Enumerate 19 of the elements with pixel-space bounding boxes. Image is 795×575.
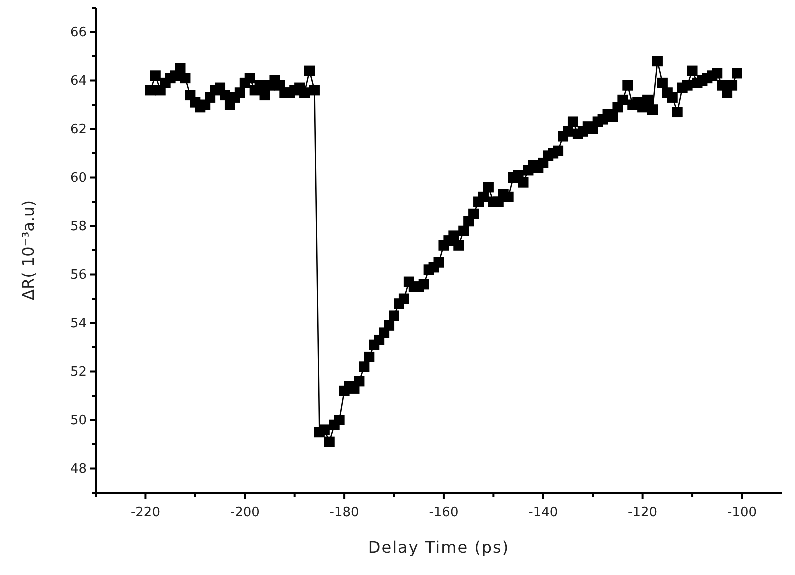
x-tick-label: -200 — [230, 505, 260, 520]
y-tick-label: 58 — [70, 219, 87, 234]
x-tick-label: -180 — [330, 505, 360, 520]
y-tick-label: 50 — [70, 413, 87, 428]
y-tick-label: 60 — [70, 170, 87, 186]
x-tick-label: -140 — [528, 505, 558, 520]
x-tick-label: -160 — [429, 505, 459, 520]
x-axis-title: Delay Time (ps) — [368, 538, 510, 557]
y-tick-label: 66 — [70, 25, 87, 40]
y-tick-label: 52 — [70, 364, 87, 380]
x-tick-label: -220 — [130, 505, 160, 520]
x-tick-label: -100 — [727, 505, 757, 520]
y-tick-label: 48 — [70, 462, 87, 477]
y-axis-title: ΔR( 10⁻³a.u) — [19, 200, 38, 300]
y-tick-label: 56 — [70, 268, 87, 283]
y-tick-label: 54 — [70, 316, 87, 332]
y-tick-label: 64 — [70, 74, 87, 89]
y-tick-label: 62 — [70, 122, 87, 138]
x-tick-label: -120 — [628, 505, 658, 520]
